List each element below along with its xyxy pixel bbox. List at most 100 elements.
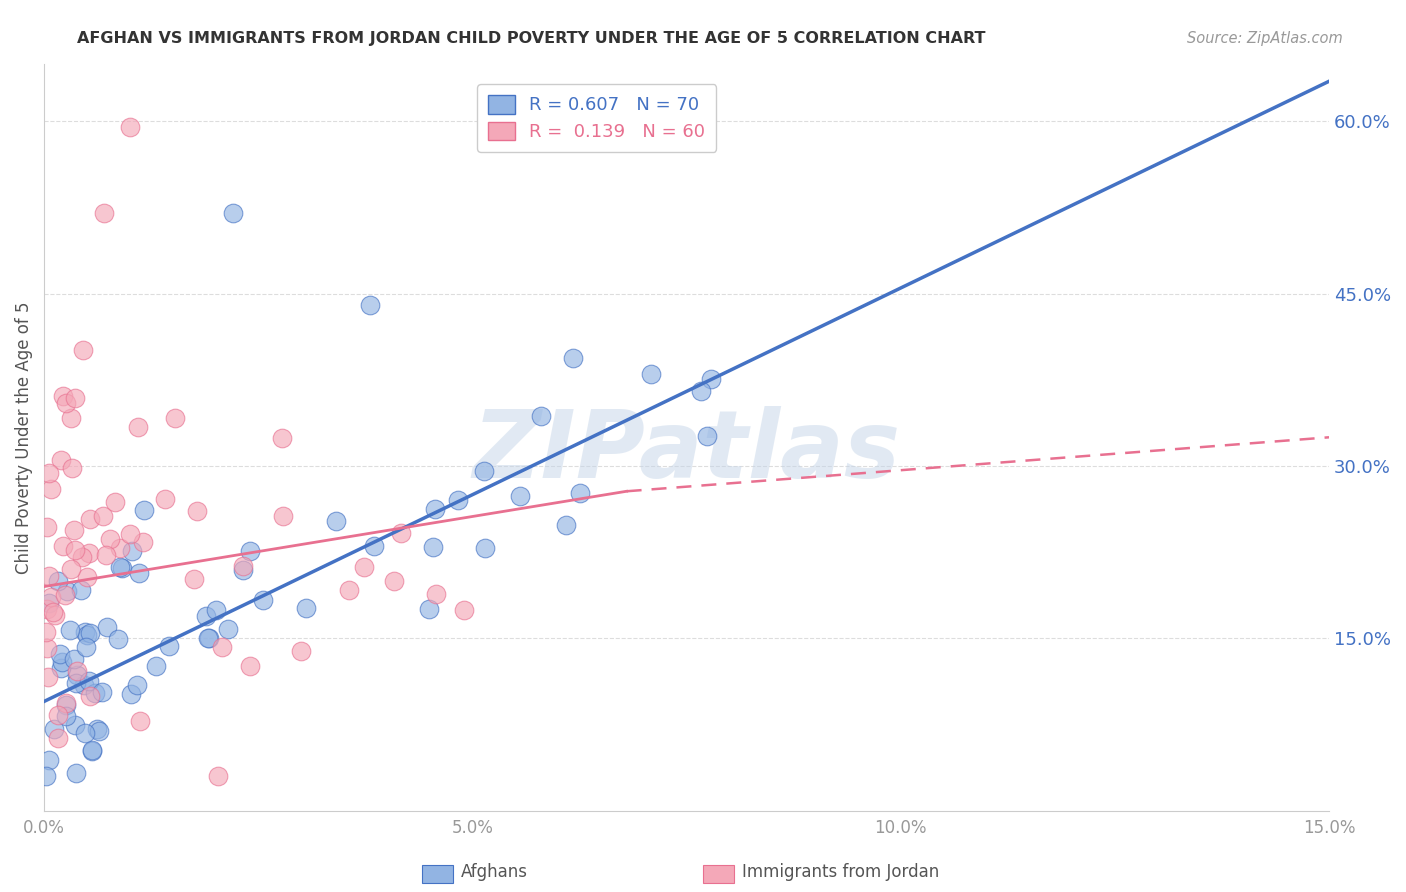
- Point: [62, 523, 84, 537]
- Point: [91, 685, 114, 699]
- Text: Afghans: Afghans: [461, 863, 529, 881]
- Point: [325, 514, 347, 528]
- Text: Immigrants from Jordan: Immigrants from Jordan: [742, 863, 939, 881]
- Point: [75, 624, 97, 639]
- Point: [55, 698, 77, 713]
- Point: [79, 626, 101, 640]
- Point: [38, 753, 60, 767]
- Point: [39, 591, 62, 605]
- Point: [39, 482, 62, 496]
- Point: [145, 658, 167, 673]
- Point: [474, 541, 496, 555]
- Point: [418, 601, 440, 615]
- Text: Source: ZipAtlas.com: Source: ZipAtlas.com: [1187, 31, 1343, 46]
- Point: [51, 452, 73, 467]
- Point: [60, 562, 83, 576]
- Point: [91, 508, 114, 523]
- Point: [125, 678, 148, 692]
- Point: [72, 678, 94, 692]
- Point: [87, 723, 110, 738]
- Point: [108, 541, 131, 556]
- Point: [337, 582, 360, 597]
- Point: [46, 731, 69, 746]
- Point: [108, 559, 131, 574]
- Point: [153, 491, 176, 506]
- Point: [107, 632, 129, 647]
- Point: [35, 625, 58, 640]
- Point: [60, 410, 83, 425]
- Point: [211, 640, 233, 655]
- Point: [640, 368, 662, 382]
- Point: [271, 509, 294, 524]
- Point: [52, 389, 75, 403]
- Text: AFGHAN VS IMMIGRANTS FROM JORDAN CHILD POVERTY UNDER THE AGE OF 5 CORRELATION CH: AFGHAN VS IMMIGRANTS FROM JORDAN CHILD P…: [77, 31, 986, 46]
- Point: [695, 429, 717, 443]
- Point: [83, 686, 105, 700]
- Point: [270, 432, 292, 446]
- Point: [530, 409, 553, 423]
- Point: [423, 502, 446, 516]
- Point: [35, 640, 58, 655]
- Point: [80, 744, 103, 758]
- Point: [111, 560, 134, 574]
- Point: [46, 574, 69, 589]
- Point: [80, 743, 103, 757]
- Point: [290, 644, 312, 658]
- Point: [183, 573, 205, 587]
- Point: [128, 566, 150, 580]
- Point: [239, 658, 262, 673]
- Point: [63, 652, 86, 666]
- Point: [198, 632, 221, 646]
- Point: [555, 518, 578, 533]
- Point: [66, 667, 89, 681]
- Point: [46, 707, 69, 722]
- Point: [56, 583, 79, 598]
- Point: [42, 605, 65, 619]
- Point: [66, 664, 89, 678]
- Point: [75, 725, 97, 739]
- Point: [165, 410, 187, 425]
- Point: [186, 503, 208, 517]
- Point: [37, 601, 59, 615]
- Point: [94, 549, 117, 563]
- Point: [60, 460, 83, 475]
- Point: [55, 709, 77, 723]
- Point: [76, 628, 98, 642]
- Point: [447, 493, 470, 508]
- Point: [232, 563, 254, 577]
- Point: [363, 539, 385, 553]
- Point: [76, 570, 98, 584]
- Point: [63, 542, 86, 557]
- Point: [59, 623, 82, 637]
- Point: [70, 550, 93, 565]
- Point: [207, 769, 229, 783]
- Point: [252, 593, 274, 607]
- Point: [690, 384, 713, 398]
- Point: [38, 568, 60, 582]
- Point: [425, 587, 447, 601]
- Point: [35, 519, 58, 533]
- Point: [38, 596, 60, 610]
- Point: [79, 546, 101, 560]
- Point: [195, 609, 218, 624]
- Point: [562, 351, 585, 366]
- Point: [49, 648, 72, 662]
- Point: [49, 660, 72, 674]
- Point: [569, 486, 592, 500]
- Point: [205, 603, 228, 617]
- Point: [118, 527, 141, 541]
- Point: [44, 607, 66, 622]
- Point: [98, 532, 121, 546]
- Point: [104, 495, 127, 509]
- Point: [121, 543, 143, 558]
- Point: [96, 620, 118, 634]
- Point: [217, 622, 239, 636]
- Point: [51, 540, 73, 554]
- Point: [509, 489, 531, 503]
- Point: [700, 371, 723, 385]
- Legend: R = 0.607   N = 70, R =  0.139   N = 60: R = 0.607 N = 70, R = 0.139 N = 60: [477, 84, 716, 152]
- Point: [127, 420, 149, 434]
- Text: ZIPatlas: ZIPatlas: [472, 406, 901, 499]
- Point: [157, 639, 180, 653]
- Point: [389, 526, 412, 541]
